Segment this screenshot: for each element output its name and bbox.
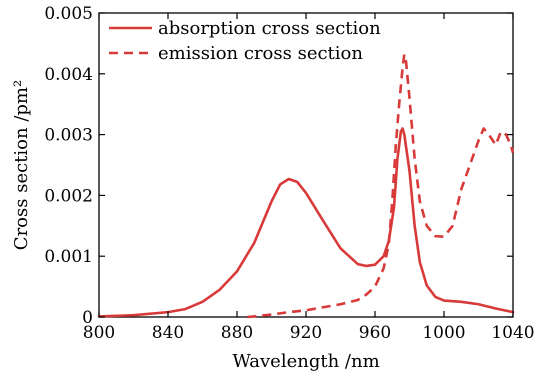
y-tick-label: 0.004 (44, 65, 93, 85)
y-tick-label: 0 (82, 308, 93, 328)
legend-label-emission: emission cross section (158, 43, 363, 64)
series-layer (97, 53, 515, 319)
x-tick-label: 920 (290, 323, 322, 343)
legend: absorption cross section emission cross … (109, 18, 381, 64)
y-tick-label: 0.005 (44, 4, 93, 24)
x-tick-label: 880 (221, 323, 253, 343)
x-tick-label: 1040 (491, 323, 534, 343)
legend-label-absorption: absorption cross section (158, 18, 381, 39)
x-tick-label: 800 (83, 323, 115, 343)
tick-labels-layer: 800 840 880 920 960 1000 1040 0 0.001 0.002 0.003 0… (44, 4, 534, 343)
y-axis-title: Cross section /pm² (11, 80, 32, 250)
x-tick-label: 960 (359, 323, 391, 343)
y-tick-label: 0.003 (44, 126, 93, 146)
y-tick-label: 0.001 (44, 247, 93, 267)
y-tick-label: 0.002 (44, 186, 93, 206)
absorption-cross-section-line (97, 127, 515, 318)
emission-cross-section-line (247, 53, 515, 319)
x-tick-label: 1000 (422, 323, 465, 343)
x-axis-title: Wavelength /nm (232, 351, 379, 372)
x-tick-label: 840 (152, 323, 184, 343)
ticks-layer (98, 12, 514, 318)
